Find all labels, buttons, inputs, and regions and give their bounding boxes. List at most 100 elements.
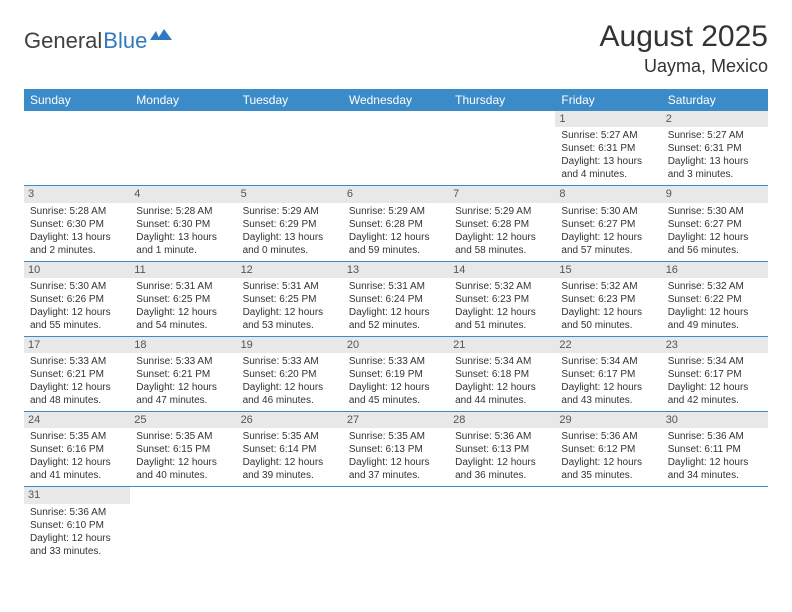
calendar-cell: 6Sunrise: 5:29 AMSunset: 6:28 PMDaylight…: [343, 186, 449, 261]
calendar-cell: 12Sunrise: 5:31 AMSunset: 6:25 PMDayligh…: [237, 261, 343, 336]
calendar-cell: 20Sunrise: 5:33 AMSunset: 6:19 PMDayligh…: [343, 336, 449, 411]
calendar-cell: [449, 111, 555, 186]
day-number: 31: [24, 487, 130, 503]
sunrise-text: Sunrise: 5:33 AM: [30, 355, 124, 368]
sunrise-text: Sunrise: 5:31 AM: [243, 280, 337, 293]
daylight-text: Daylight: 12 hours and 43 minutes.: [561, 381, 655, 407]
sunrise-text: Sunrise: 5:35 AM: [136, 430, 230, 443]
logo-text-general: General: [24, 28, 102, 54]
day-number: [449, 111, 555, 127]
day-number: 17: [24, 337, 130, 353]
calendar-cell: 2Sunrise: 5:27 AMSunset: 6:31 PMDaylight…: [662, 111, 768, 186]
dayname-sat: Saturday: [662, 89, 768, 111]
calendar-cell: 13Sunrise: 5:31 AMSunset: 6:24 PMDayligh…: [343, 261, 449, 336]
calendar-body: 1Sunrise: 5:27 AMSunset: 6:31 PMDaylight…: [24, 111, 768, 562]
sunset-text: Sunset: 6:31 PM: [668, 142, 762, 155]
dayname-fri: Friday: [555, 89, 661, 111]
daylight-text: Daylight: 12 hours and 46 minutes.: [243, 381, 337, 407]
sunset-text: Sunset: 6:25 PM: [243, 293, 337, 306]
sunset-text: Sunset: 6:13 PM: [349, 443, 443, 456]
daylight-text: Daylight: 12 hours and 50 minutes.: [561, 306, 655, 332]
sunrise-text: Sunrise: 5:36 AM: [455, 430, 549, 443]
calendar-cell: 22Sunrise: 5:34 AMSunset: 6:17 PMDayligh…: [555, 336, 661, 411]
daylight-text: Daylight: 13 hours and 0 minutes.: [243, 231, 337, 257]
day-number: 12: [237, 262, 343, 278]
sunset-text: Sunset: 6:31 PM: [561, 142, 655, 155]
sunset-text: Sunset: 6:30 PM: [30, 218, 124, 231]
daylight-text: Daylight: 12 hours and 48 minutes.: [30, 381, 124, 407]
header: General Blue August 2025 Uayma, Mexico: [24, 20, 768, 77]
daylight-text: Daylight: 12 hours and 42 minutes.: [668, 381, 762, 407]
daylight-text: Daylight: 13 hours and 1 minute.: [136, 231, 230, 257]
daylight-text: Daylight: 13 hours and 3 minutes.: [668, 155, 762, 181]
logo-text-blue: Blue: [103, 28, 147, 54]
daylight-text: Daylight: 12 hours and 55 minutes.: [30, 306, 124, 332]
calendar-cell: 18Sunrise: 5:33 AMSunset: 6:21 PMDayligh…: [130, 336, 236, 411]
daylight-text: Daylight: 12 hours and 33 minutes.: [30, 532, 124, 558]
day-number: 29: [555, 412, 661, 428]
calendar-cell: 26 Sunrise: 5:35 AMSunset: 6:14 PMDayligh…: [237, 412, 343, 487]
day-number: 9: [662, 186, 768, 202]
sunset-text: Sunset: 6:17 PM: [561, 368, 655, 381]
sunset-text: Sunset: 6:28 PM: [349, 218, 443, 231]
daylight-text: Daylight: 12 hours and 54 minutes.: [136, 306, 230, 332]
day-number: 26: [237, 412, 343, 428]
day-number: 23: [662, 337, 768, 353]
sunrise-text: Sunrise: 5:35 AM: [349, 430, 443, 443]
day-number: [343, 487, 449, 503]
daylight-text: Daylight: 12 hours and 39 minutes.: [243, 456, 337, 482]
location: Uayma, Mexico: [600, 56, 768, 77]
sunset-text: Sunset: 6:13 PM: [455, 443, 549, 456]
daylight-text: Daylight: 12 hours and 45 minutes.: [349, 381, 443, 407]
daylight-text: Daylight: 12 hours and 47 minutes.: [136, 381, 230, 407]
sunrise-text: Sunrise: 5:35 AM: [243, 430, 337, 443]
day-number: 19: [237, 337, 343, 353]
calendar-cell: 4Sunrise: 5:28 AMSunset: 6:30 PMDaylight…: [130, 186, 236, 261]
day-number: 8: [555, 186, 661, 202]
calendar-cell: 16Sunrise: 5:32 AMSunset: 6:22 PMDayligh…: [662, 261, 768, 336]
sunrise-text: Sunrise: 5:30 AM: [561, 205, 655, 218]
day-number: 25: [130, 412, 236, 428]
dayname-mon: Monday: [130, 89, 236, 111]
day-number: [662, 487, 768, 503]
calendar-cell: 28Sunrise: 5:36 AMSunset: 6:13 PMDayligh…: [449, 412, 555, 487]
calendar-row: 17Sunrise: 5:33 AMSunset: 6:21 PMDayligh…: [24, 336, 768, 411]
calendar-row: 1Sunrise: 5:27 AMSunset: 6:31 PMDaylight…: [24, 111, 768, 186]
sunset-text: Sunset: 6:23 PM: [455, 293, 549, 306]
daylight-text: Daylight: 12 hours and 52 minutes.: [349, 306, 443, 332]
day-number: 30: [662, 412, 768, 428]
calendar-cell: [24, 111, 130, 186]
calendar-cell: [555, 487, 661, 562]
daylight-text: Daylight: 12 hours and 51 minutes.: [455, 306, 549, 332]
sunrise-text: Sunrise: 5:33 AM: [136, 355, 230, 368]
sunset-text: Sunset: 6:19 PM: [349, 368, 443, 381]
sunset-text: Sunset: 6:14 PM: [243, 443, 337, 456]
sunset-text: Sunset: 6:16 PM: [30, 443, 124, 456]
daylight-text: Daylight: 12 hours and 59 minutes.: [349, 231, 443, 257]
dayname-sun: Sunday: [24, 89, 130, 111]
day-number: [237, 111, 343, 127]
daylight-text: Daylight: 12 hours and 56 minutes.: [668, 231, 762, 257]
logo: General Blue: [24, 26, 172, 55]
sunset-text: Sunset: 6:25 PM: [136, 293, 230, 306]
day-number: 13: [343, 262, 449, 278]
sunset-text: Sunset: 6:20 PM: [243, 368, 337, 381]
sunrise-text: Sunrise: 5:36 AM: [30, 506, 124, 519]
sunset-text: Sunset: 6:27 PM: [561, 218, 655, 231]
sunrise-text: Sunrise: 5:34 AM: [455, 355, 549, 368]
sunrise-text: Sunrise: 5:36 AM: [561, 430, 655, 443]
day-number: 5: [237, 186, 343, 202]
sunset-text: Sunset: 6:27 PM: [668, 218, 762, 231]
calendar-cell: [130, 111, 236, 186]
sunrise-text: Sunrise: 5:32 AM: [561, 280, 655, 293]
day-number: 20: [343, 337, 449, 353]
dayname-wed: Wednesday: [343, 89, 449, 111]
sunrise-text: Sunrise: 5:27 AM: [561, 129, 655, 142]
day-number: 1: [555, 111, 661, 127]
daylight-text: Daylight: 12 hours and 36 minutes.: [455, 456, 549, 482]
sunset-text: Sunset: 6:10 PM: [30, 519, 124, 532]
day-number: 2: [662, 111, 768, 127]
sunrise-text: Sunrise: 5:29 AM: [243, 205, 337, 218]
calendar-table: Sunday Monday Tuesday Wednesday Thursday…: [24, 89, 768, 562]
sunrise-text: Sunrise: 5:34 AM: [561, 355, 655, 368]
